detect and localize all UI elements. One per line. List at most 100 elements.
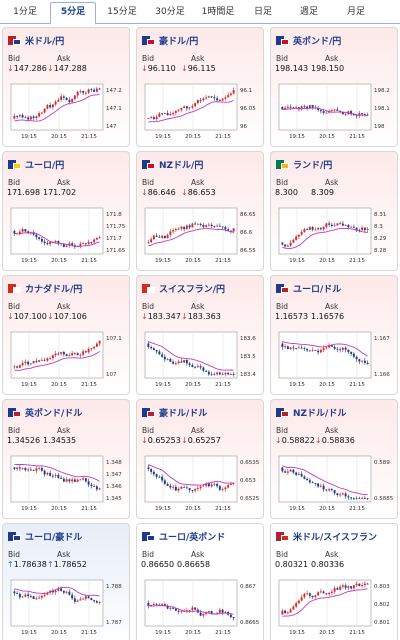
mini-candlestick-chart[interactable]: 1.788 1.787 19:15 20:15 21:15 xyxy=(7,576,125,638)
card-title[interactable]: 英ポンド/円 xyxy=(276,34,341,47)
candle-body xyxy=(166,605,169,609)
tab-0[interactable]: 1分足 xyxy=(13,7,37,17)
candle-body xyxy=(183,360,186,363)
card-title[interactable]: ユーロ/円 xyxy=(8,158,64,171)
ask-label: Ask xyxy=(191,302,205,311)
rate-card[interactable]: ユーロ/円 Bid Ask 171.698 171.702 171.8 171.75 171.… xyxy=(2,151,130,271)
tab-2[interactable]: 15分足 xyxy=(107,7,137,17)
card-title[interactable]: 英ポンド/ドル xyxy=(8,406,82,419)
card-title[interactable]: ユーロ/ドル xyxy=(276,282,341,295)
candle-body xyxy=(227,484,230,488)
card-title[interactable]: ユーロ/英ポンド xyxy=(142,530,225,543)
currency-flag-icon xyxy=(8,531,21,541)
tab-7[interactable]: 月足 xyxy=(346,7,365,17)
candle-body xyxy=(300,473,303,477)
currency-flag-icon xyxy=(142,159,155,169)
rate-card[interactable]: カナダドル/円 Bid Ask ↓107.100 ↓107.106 107.1 107 19:… xyxy=(2,275,130,395)
ask-value: 1.16576 xyxy=(311,312,344,321)
candle-body xyxy=(311,105,314,108)
card-title[interactable]: 米ドル/スイスフラン xyxy=(276,530,377,543)
candle-body xyxy=(76,600,79,602)
x-tick-label: 21:15 xyxy=(215,258,231,264)
mini-candlestick-chart[interactable]: 0.867 0.8665 19:15 20:15 21:15 xyxy=(141,576,259,638)
mini-candlestick-chart[interactable]: 1.167 1.166 19:15 20:15 21:15 xyxy=(275,328,393,390)
candle-body xyxy=(185,487,188,489)
card-title[interactable]: ランド/円 xyxy=(276,158,332,171)
bid-value: 0.80321 xyxy=(275,560,308,569)
rate-card[interactable]: NZドル/ドル Bid Ask ↓0.58822 ↓0.58836 0.589 0.5885… xyxy=(270,399,398,519)
bid-value: 171.698 xyxy=(7,188,40,197)
x-tick-label: 20:15 xyxy=(185,630,201,636)
mini-candlestick-chart[interactable]: 107.1 107 19:15 20:15 21:15 xyxy=(7,328,125,390)
x-tick-label: 20:15 xyxy=(185,258,201,264)
card-title[interactable]: スイスフラン/円 xyxy=(142,282,225,295)
mini-candlestick-chart[interactable]: 0.589 0.5885 19:15 20:15 21:15 xyxy=(275,452,393,514)
tab-1[interactable]: 5分足 xyxy=(50,2,96,25)
rate-card[interactable]: ランド/円 Bid Ask 8.300 8.309 8.31 8.3 8.29 8.28 19:1… xyxy=(270,151,398,271)
mini-candlestick-chart[interactable]: 147.2 147.1 147 19:15 20:15 21:15 xyxy=(7,80,125,142)
candle-body xyxy=(341,585,344,587)
bid-value: ↓0.58822 xyxy=(275,436,315,445)
card-title[interactable]: ユーロ/豪ドル xyxy=(8,530,82,543)
rate-card[interactable]: ユーロ/豪ドル Bid Ask ↑1.78638 ↑1.78652 1.788 1.787 1… xyxy=(2,523,130,640)
tab-4[interactable]: 1時間足 xyxy=(201,7,235,17)
rate-card[interactable]: 米ドル/円 Bid Ask ↓147.286 ↓147.288 147.2 147.1 147… xyxy=(2,27,130,147)
mini-candlestick-chart[interactable]: 96.1 96.05 96 19:15 20:15 21:15 xyxy=(141,80,259,142)
tab-6[interactable]: 週足 xyxy=(299,7,318,17)
rate-card[interactable]: ユーロ/英ポンド Bid Ask 0.86650 0.86658 0.867 0.8665 1… xyxy=(136,523,264,640)
card-title[interactable]: 豪ドル/円 xyxy=(142,34,198,47)
candle-body xyxy=(60,352,63,354)
candle-body xyxy=(229,93,232,96)
x-tick-label: 21:15 xyxy=(81,382,97,388)
candle-body xyxy=(333,490,336,494)
card-title[interactable]: NZドル/ドル xyxy=(276,406,346,419)
rate-card[interactable]: 英ポンド/ドル Bid Ask 1.34526 1.34535 1.348 1.347 1.3… xyxy=(2,399,130,519)
rate-card[interactable]: NZドル/円 Bid Ask ↓86.646 ↓86.653 86.65 86.6 86.55… xyxy=(136,151,264,271)
candle-body xyxy=(213,483,216,485)
bid-value: ↓183.347 xyxy=(141,312,181,321)
candle-body xyxy=(336,109,339,111)
candle-body xyxy=(218,100,221,102)
y-tick-label: 171.75 xyxy=(106,224,125,230)
mini-candlestick-chart[interactable]: 171.8 171.75 171.7 171.65 19:15 20:15 21:15 xyxy=(7,204,125,266)
card-title[interactable]: 米ドル/円 xyxy=(8,34,64,47)
candle-body xyxy=(174,228,177,231)
candle-body xyxy=(40,467,43,471)
candle-body xyxy=(185,610,188,612)
tab-3[interactable]: 30分足 xyxy=(155,7,185,17)
rate-card[interactable]: 豪ドル/ドル Bid Ask ↓0.65253 ↓0.65257 0.6535 0.653 0… xyxy=(136,399,264,519)
mini-candlestick-chart[interactable]: 8.31 8.3 8.29 8.28 19:15 20:15 21:15 xyxy=(275,204,393,266)
rate-card[interactable]: スイスフラン/円 Bid Ask ↓183.347 ↓183.363 183.6 183.5… xyxy=(136,275,264,395)
mini-candlestick-chart[interactable]: 183.6 183.5 183.4 19:15 20:15 21:15 xyxy=(141,328,259,390)
candle-body xyxy=(79,479,82,481)
candle-body xyxy=(286,106,289,108)
y-tick-label: 8.28 xyxy=(374,248,387,254)
x-tick-label: 21:15 xyxy=(215,630,231,636)
candle-body xyxy=(306,593,309,595)
card-title[interactable]: 豪ドル/ドル xyxy=(142,406,207,419)
candle-body xyxy=(73,479,76,482)
candle-body xyxy=(284,244,287,247)
rate-card[interactable]: 豪ドル/円 Bid Ask ↓96.110 ↓96.115 96.1 96.05 96 19:1… xyxy=(136,27,264,147)
candle-body xyxy=(46,242,49,245)
x-tick-label: 21:15 xyxy=(349,506,365,512)
tab-5[interactable]: 日足 xyxy=(253,7,272,17)
mini-candlestick-chart[interactable]: 0.803 0.802 0.801 19:15 20:15 21:15 xyxy=(275,576,393,638)
mini-candlestick-chart[interactable]: 0.6535 0.653 0.6525 19:15 20:15 21:15 xyxy=(141,452,259,514)
mini-candlestick-chart[interactable]: 86.65 86.6 86.55 19:15 20:15 21:15 xyxy=(141,204,259,266)
candle-body xyxy=(29,116,32,120)
bid-label: Bid xyxy=(142,550,154,559)
rate-card[interactable]: 英ポンド/円 Bid Ask 198.143 198.150 198.2 198.1 198 1… xyxy=(270,27,398,147)
chart-svg: 8.31 8.3 8.29 8.28 19:15 20:15 21:15 xyxy=(278,207,387,264)
rate-card[interactable]: 米ドル/スイスフラン Bid Ask 0.80321 0.80336 0.803 0.802… xyxy=(270,523,398,640)
mini-candlestick-chart[interactable]: 1.348 1.347 1.346 1.345 19:15 20:15 21:15 xyxy=(7,452,125,514)
rate-card[interactable]: ユーロ/ドル Bid Ask 1.16573 1.16576 1.167 1.166 19:1… xyxy=(270,275,398,395)
candle-body xyxy=(13,366,16,368)
card-title[interactable]: NZドル/円 xyxy=(142,158,203,171)
mini-candlestick-chart[interactable]: 198.2 198.1 198 19:15 20:15 21:15 xyxy=(275,80,393,142)
candle-body xyxy=(317,350,320,353)
candle-body xyxy=(62,96,65,98)
candle-body xyxy=(27,117,30,120)
card-title[interactable]: カナダドル/円 xyxy=(8,282,82,295)
candle-body xyxy=(54,590,57,593)
